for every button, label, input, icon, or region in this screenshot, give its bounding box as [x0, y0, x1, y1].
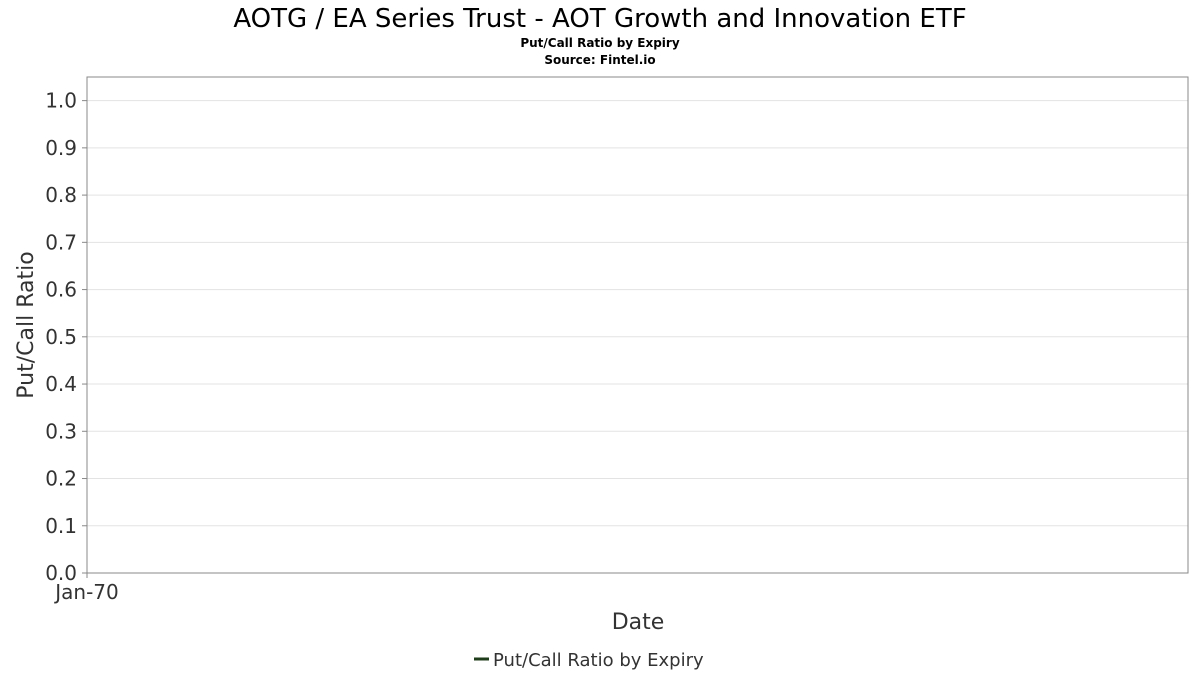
- y-tick-label: 0.7: [45, 230, 77, 254]
- y-tick-label: 0.0: [45, 561, 77, 585]
- plot-area: [86, 76, 1189, 574]
- gridlines: [87, 100, 1188, 527]
- legend: Put/Call Ratio by Expiry: [474, 650, 704, 671]
- y-tick-label: 0.5: [45, 325, 77, 349]
- y-tick-label: 0.3: [45, 419, 77, 443]
- y-tick-label: 0.6: [45, 278, 77, 302]
- y-tick-label: 0.2: [45, 467, 77, 491]
- legend-label: Put/Call Ratio by Expiry: [493, 650, 704, 671]
- chart-title: AOTG / EA Series Trust - AOT Growth and …: [233, 4, 966, 34]
- y-tick-label: 0.8: [45, 183, 77, 207]
- x-axis-ticks: Jan-70: [53, 573, 119, 604]
- y-tick-label: 0.9: [45, 136, 77, 160]
- y-tick-label: 0.4: [45, 372, 77, 396]
- chart-subtitle: Put/Call Ratio by Expiry: [520, 36, 680, 50]
- y-tick-label: 0.1: [45, 514, 77, 538]
- x-tick-label: Jan-70: [53, 580, 119, 604]
- y-tick-label: 1.0: [45, 89, 77, 113]
- x-axis-label: Date: [612, 610, 665, 635]
- chart-source: Source: Fintel.io: [544, 53, 655, 67]
- y-axis-ticks: 0.0 0.1 0.2 0.3 0.4 0.5 0.6 0.7 0.8 0.9 1.0: [45, 89, 87, 585]
- y-axis-label: Put/Call Ratio: [14, 251, 39, 398]
